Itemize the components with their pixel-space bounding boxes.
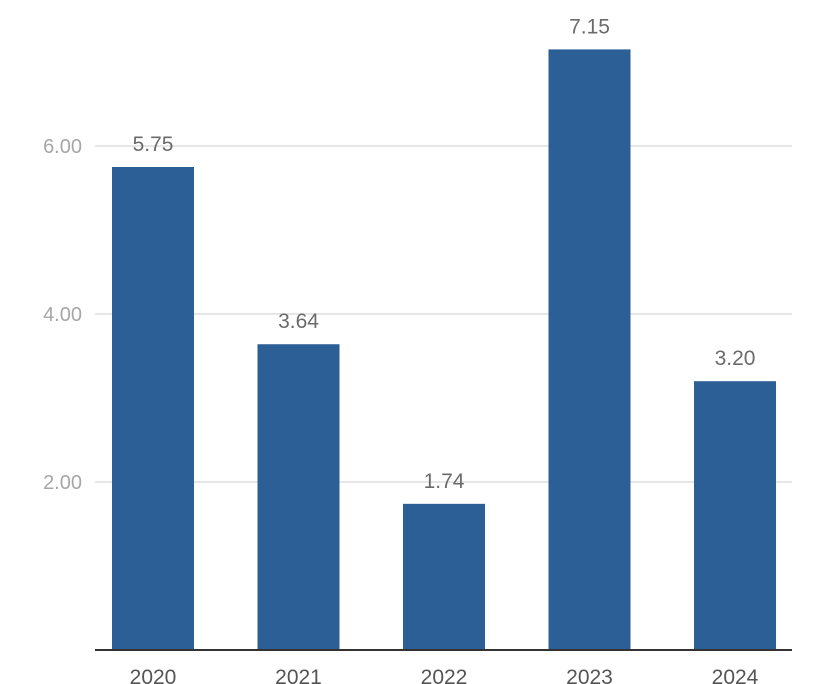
x-tick-label: 2021 bbox=[275, 666, 322, 684]
data-label: 7.15 bbox=[569, 15, 610, 38]
bars bbox=[112, 49, 776, 650]
y-axis-ticks: 2.00 4.00 6.00 bbox=[43, 136, 82, 494]
gridlines bbox=[95, 145, 792, 483]
bar-2020 bbox=[112, 167, 194, 650]
x-tick-label: 2023 bbox=[566, 666, 613, 684]
bar-2024 bbox=[694, 381, 776, 650]
bar-2022 bbox=[403, 503, 485, 650]
data-label: 5.75 bbox=[133, 133, 174, 156]
data-labels: 5.75 3.64 1.74 7.15 3.20 bbox=[133, 15, 756, 492]
x-tick-label: 2024 bbox=[712, 666, 759, 684]
bar-2021 bbox=[257, 344, 340, 650]
x-tick-label: 2020 bbox=[130, 666, 177, 684]
y-tick-label: 2.00 bbox=[43, 472, 82, 494]
data-label: 3.64 bbox=[278, 310, 319, 333]
y-tick-label: 6.00 bbox=[43, 136, 82, 158]
bar-2023 bbox=[548, 49, 631, 650]
y-tick-label: 4.00 bbox=[43, 304, 82, 326]
x-tick-label: 2022 bbox=[421, 666, 468, 684]
data-label: 3.20 bbox=[715, 347, 756, 370]
data-label: 1.74 bbox=[424, 470, 465, 493]
x-axis-ticks: 2020 2021 2022 2023 2024 bbox=[130, 666, 759, 684]
